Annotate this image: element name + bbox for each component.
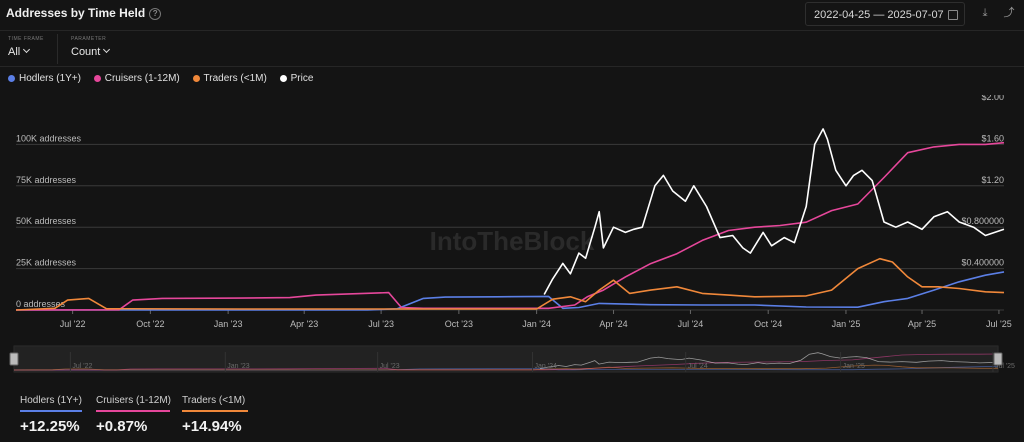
navigator-tick-label: Jul '22 — [72, 363, 92, 370]
x-tick-label: Apr '23 — [290, 319, 318, 329]
timeframe-value: All — [8, 46, 21, 58]
navigator-tick-label: Jul '25 — [995, 363, 1015, 370]
x-tick-label: Jul '24 — [678, 319, 704, 329]
legend-label-traders: Traders (<1M) — [203, 73, 267, 84]
legend-dot-hodlers — [8, 74, 15, 82]
x-tick-label: Jul '23 — [368, 319, 394, 329]
summary-name-traders: Traders (<1M) — [182, 395, 246, 406]
x-tick-label: Oct '22 — [136, 319, 164, 329]
page-title: Addresses by Time Held? — [6, 6, 162, 20]
legend-item-price[interactable]: Price — [279, 73, 314, 84]
watermark-text: IntoTheBlock — [430, 226, 595, 256]
y-left-tick-label: 25K addresses — [16, 258, 77, 268]
range-navigator[interactable]: Jul '22 Jan '23 Jul '23 Jan '24 Jul '24 Jan '… — [0, 344, 1024, 376]
page-title-text: Addresses by Time Held — [6, 6, 146, 20]
summary-line-hodlers — [20, 410, 82, 412]
download-icon[interactable]: ⤓ — [982, 7, 988, 19]
x-tick-label: Jan '23 — [214, 319, 243, 329]
filter-bar: TIME FRAME All PARAMETER Count — [0, 30, 1024, 67]
y-left-tick-label: 75K addresses — [16, 175, 77, 185]
x-tick-label: Jul '22 — [60, 319, 86, 329]
summary-line-traders — [182, 410, 248, 412]
filter-divider — [57, 34, 58, 64]
y-right-tick-label: $0.800000 — [961, 216, 1004, 226]
x-tick-label: Apr '24 — [599, 319, 627, 329]
series-line-hodlers — [16, 271, 1005, 311]
y-left-tick-label: 50K addresses — [16, 216, 77, 226]
summary-value-cruisers: +0.87% — [96, 418, 148, 435]
parameter-dropdown[interactable]: Count — [71, 45, 111, 58]
legend-dot-cruisers — [93, 74, 101, 82]
x-tick-label: Jul '25 — [986, 319, 1012, 329]
navigator-series-price — [540, 352, 999, 369]
help-icon[interactable]: ? — [149, 8, 162, 20]
navigator-tick-label: Jan '24 — [535, 363, 557, 370]
series-line-traders — [15, 257, 1005, 311]
calendar-icon — [948, 10, 958, 20]
header-bar: Addresses by Time Held? 2022-04-25 — 202… — [0, 0, 1024, 31]
date-end: 2025-07-07 — [887, 9, 944, 21]
legend-label-cruisers: Cruisers (1-12M) — [104, 73, 180, 84]
summary-name-hodlers: Hodlers (1Y+) — [20, 395, 82, 406]
summary-value-hodlers: +12.25% — [20, 418, 80, 435]
x-tick-label: Oct '23 — [445, 319, 473, 329]
y-left-tick-label: 0 addresses — [16, 299, 66, 309]
legend-label-price: Price — [290, 73, 314, 84]
series-line-price — [543, 128, 1005, 295]
navigator-handle-right[interactable] — [993, 352, 1003, 366]
date-start: 2022-04-25 — [814, 9, 871, 21]
legend-label-hodlers: Hodlers (1Y+) — [19, 73, 81, 84]
summary-line-cruisers — [96, 410, 170, 412]
navigator-tick-label: Jan '25 — [843, 363, 865, 370]
share-icon[interactable]: ⤴ — [1003, 7, 1015, 19]
navigator-tick-label: Jan '23 — [227, 363, 249, 370]
legend-item-hodlers[interactable]: Hodlers (1Y+) — [8, 73, 81, 84]
navigator-tick-label: Jul '24 — [688, 363, 708, 370]
navigator-handle-left[interactable] — [9, 352, 19, 366]
legend-item-traders[interactable]: Traders (<1M) — [192, 73, 267, 84]
navigator-series-traders — [13, 364, 998, 371]
timeframe-label: TIME FRAME — [8, 36, 44, 42]
summary-name-cruisers: Cruisers (1-12M) — [96, 395, 172, 406]
timeframe-dropdown[interactable]: All — [8, 45, 44, 58]
y-right-tick-label: $1.20 — [981, 175, 1004, 185]
x-tick-label: Apr '25 — [908, 319, 936, 329]
legend-dot-price — [279, 74, 287, 82]
legend-dot-traders — [192, 74, 200, 82]
parameter-label: PARAMETER — [71, 36, 107, 42]
navigator-tick-label: Jul '23 — [380, 363, 400, 370]
chevron-down-icon — [103, 45, 111, 54]
timeframe-filter[interactable]: TIME FRAME All — [8, 36, 44, 58]
navigator-series-cruisers — [14, 353, 999, 371]
legend-item-cruisers[interactable]: Cruisers (1-12M) — [93, 73, 180, 84]
parameter-value: Count — [71, 46, 101, 58]
parameter-filter[interactable]: PARAMETER Count — [71, 36, 111, 58]
date-separator: — — [873, 9, 885, 21]
summary-item-traders: Traders (<1M) +14.94% — [182, 395, 248, 435]
summary-item-hodlers: Hodlers (1Y+) +12.25% — [20, 395, 82, 435]
summary-value-traders: +14.94% — [182, 418, 242, 435]
y-right-tick-label: $1.60 — [981, 133, 1004, 143]
chart-legend: Hodlers (1Y+) Cruisers (1-12M) Traders (… — [8, 73, 323, 84]
x-tick-label: Jan '25 — [832, 319, 861, 329]
summary-item-cruisers: Cruisers (1-12M) +0.87% — [96, 395, 172, 435]
chevron-down-icon — [23, 45, 31, 54]
navigator-series-hodlers — [14, 366, 999, 371]
x-tick-label: Oct '24 — [754, 319, 782, 329]
date-range-picker[interactable]: 2022-04-25 — 2025-07-07 — [805, 2, 965, 26]
x-tick-label: Jan '24 — [522, 319, 551, 329]
y-left-tick-label: 100K addresses — [16, 133, 82, 143]
main-chart[interactable]: IntoTheBlock 0 addresses 25K addresses 50K … — [0, 95, 1024, 335]
y-right-tick-label: $0.400000 — [961, 258, 1004, 268]
series-line-cruisers — [15, 141, 1005, 311]
y-right-tick-label: $2.00 — [981, 95, 1004, 102]
